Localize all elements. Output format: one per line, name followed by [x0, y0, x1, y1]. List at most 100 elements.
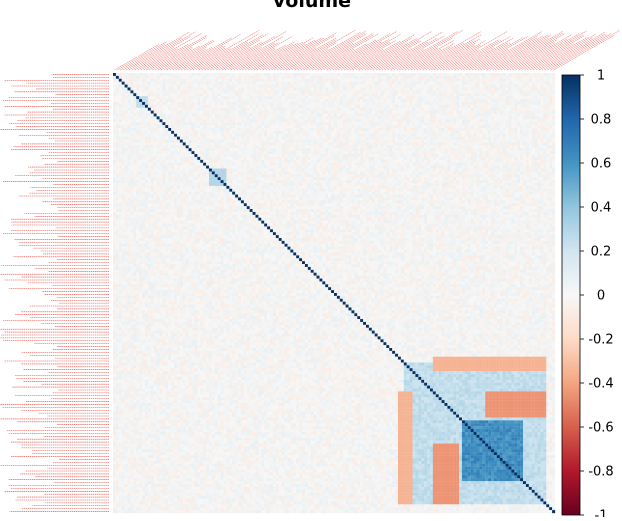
heatmap-cell [322, 157, 325, 160]
heatmap-cell [433, 142, 436, 145]
heatmap-cell [543, 85, 546, 88]
heatmap-cell [482, 90, 485, 93]
heatmap-cell [317, 131, 320, 134]
column-tick-label [548, 33, 612, 70]
heatmap-cell [229, 154, 232, 157]
heatmap-cell [235, 93, 238, 96]
heatmap-cell [543, 79, 546, 82]
heatmap-cell [459, 90, 462, 93]
heatmap-cell [160, 137, 163, 140]
heatmap-cell [331, 108, 334, 111]
heatmap-cell [471, 151, 474, 154]
heatmap-cell [540, 145, 543, 148]
heatmap-cell [459, 151, 462, 154]
heatmap-cell [311, 148, 314, 151]
heatmap-cell [520, 116, 523, 119]
heatmap-cell [273, 128, 276, 131]
heatmap-cell [154, 96, 157, 99]
heatmap-cell [529, 122, 532, 125]
heatmap-cell [215, 142, 218, 145]
heatmap-cell [133, 160, 136, 163]
heatmap-cell [401, 151, 404, 154]
heatmap-cell [136, 140, 139, 143]
heatmap-cell [238, 142, 241, 145]
heatmap-cell [479, 111, 482, 114]
heatmap-cell [157, 119, 160, 122]
heatmap-cell [247, 122, 250, 125]
heatmap-cell [334, 76, 337, 79]
heatmap-cell [250, 119, 253, 122]
heatmap-cell [314, 160, 317, 163]
heatmap-cell [398, 93, 401, 96]
heatmap-cell [552, 99, 555, 102]
heatmap-cell [224, 79, 227, 82]
heatmap-cell [540, 73, 543, 76]
heatmap-cell [424, 96, 427, 99]
heatmap-cell [404, 137, 407, 140]
heatmap-cell [381, 73, 384, 76]
heatmap-cell [218, 131, 221, 134]
heatmap-cell [517, 122, 520, 125]
heatmap-cell [189, 157, 192, 160]
heatmap-cell [305, 140, 308, 143]
heatmap-cell [125, 93, 128, 96]
heatmap-cell [273, 93, 276, 96]
heatmap-cell [491, 73, 494, 76]
heatmap-cell [116, 128, 119, 131]
heatmap-cell [235, 76, 238, 79]
heatmap-cell [436, 142, 439, 145]
heatmap-cell [360, 114, 363, 117]
heatmap-cell [511, 125, 514, 128]
heatmap-cell [174, 125, 177, 128]
heatmap-cell [224, 145, 227, 148]
heatmap-cell [200, 114, 203, 117]
heatmap-cell [206, 102, 209, 105]
heatmap-cell [346, 96, 349, 99]
heatmap-cell [360, 105, 363, 108]
heatmap-cell [497, 137, 500, 140]
heatmap-cell [130, 76, 133, 79]
heatmap-cell [447, 134, 450, 137]
heatmap-cell [186, 85, 189, 88]
heatmap-cell [456, 99, 459, 102]
heatmap-cell [386, 140, 389, 143]
heatmap-cell [238, 148, 241, 151]
heatmap-cell [206, 85, 209, 88]
heatmap-cell [413, 93, 416, 96]
heatmap-cell [543, 90, 546, 93]
heatmap-cell [250, 140, 253, 143]
heatmap-cell [357, 148, 360, 151]
heatmap-cell [165, 79, 168, 82]
heatmap-cell [317, 96, 320, 99]
heatmap-cell [308, 125, 311, 128]
heatmap-cell [189, 154, 192, 157]
heatmap-cell [488, 116, 491, 119]
heatmap-cell [151, 93, 154, 96]
heatmap-cell [532, 137, 535, 140]
heatmap-cell [526, 140, 529, 143]
heatmap-cell [322, 160, 325, 163]
heatmap-cell [229, 128, 232, 131]
heatmap-cell [253, 102, 256, 105]
heatmap-cell [148, 79, 151, 82]
heatmap-cell [508, 93, 511, 96]
heatmap-cell [221, 119, 224, 122]
heatmap-cell [224, 160, 227, 163]
heatmap-cell [508, 90, 511, 93]
heatmap-cell [264, 145, 267, 148]
heatmap-cell [349, 119, 352, 122]
heatmap-cell [340, 145, 343, 148]
heatmap-cell [133, 148, 136, 151]
heatmap-cell [413, 140, 416, 143]
heatmap-cell [232, 73, 235, 76]
heatmap-cell [523, 76, 526, 79]
heatmap-cell [340, 119, 343, 122]
heatmap-cell [328, 148, 331, 151]
heatmap-cell [305, 151, 308, 154]
heatmap-cell [200, 142, 203, 145]
heatmap-cell [506, 148, 509, 151]
heatmap-cell [200, 154, 203, 157]
heatmap-cell [165, 96, 168, 99]
heatmap-cell [235, 102, 238, 105]
heatmap-cell [113, 151, 116, 154]
